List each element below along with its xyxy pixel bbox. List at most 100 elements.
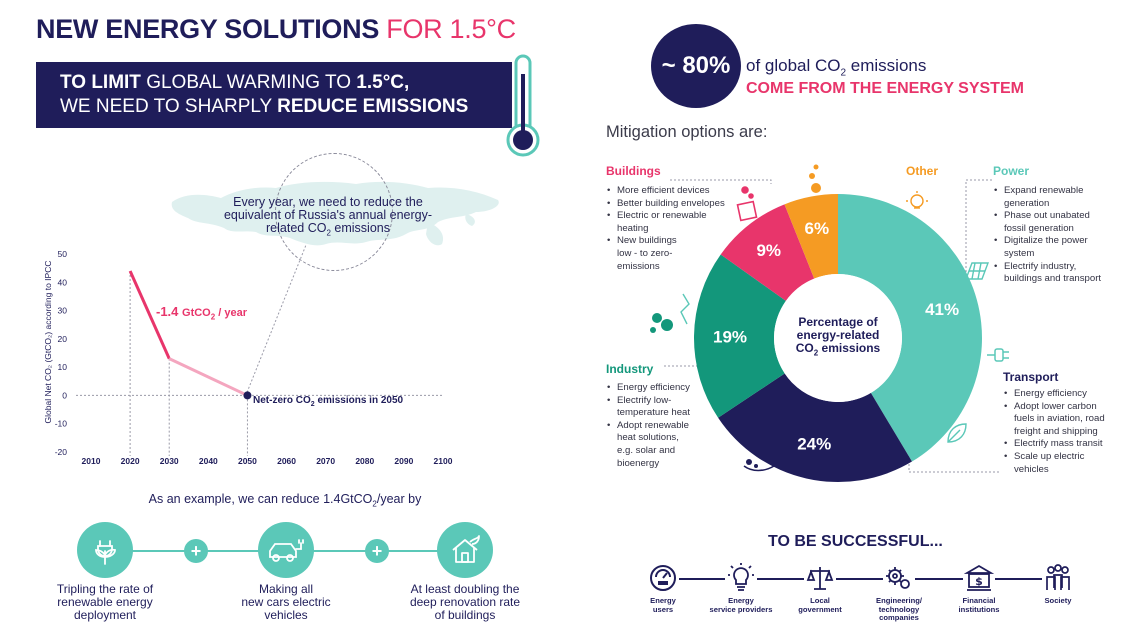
list-item: Electric or renewable <box>606 210 725 223</box>
buildings-title: Buildings <box>606 164 661 178</box>
list-item: Scale up electric <box>1003 451 1105 464</box>
list-item-cont: heating <box>617 222 649 234</box>
banner-text-1: GLOBAL WARMING TO <box>140 72 357 93</box>
thermometer-icon <box>506 54 540 157</box>
list-item-cont: buildings and transport <box>1004 273 1102 285</box>
energy-share-text-b: emissions <box>846 56 927 75</box>
donut-segment-buildings <box>720 204 815 301</box>
renewable-plug-icon <box>77 522 133 578</box>
actor-local-government: Local government <box>778 596 862 614</box>
list-item-cont: fossil generation <box>1004 222 1074 234</box>
x-tick-2100: 2100 <box>434 456 453 466</box>
plus-symbol-1: + <box>190 540 202 561</box>
donut-label-buildings: 9% <box>756 241 781 260</box>
list-item-cont: generation <box>1004 197 1050 209</box>
x-tick-2060: 2060 <box>277 456 296 466</box>
meter-icon <box>647 562 679 594</box>
electric-car-icon <box>258 522 314 578</box>
actor-5-l1: Financial <box>962 596 996 605</box>
center-l2: energy-related <box>796 328 880 342</box>
actor-2-l2: service providers <box>709 604 773 614</box>
list-item-cont: emissions <box>617 260 660 272</box>
energy-share-text-a: of global CO <box>746 56 841 75</box>
buildings-list: More efficient devices Better building e… <box>606 185 725 273</box>
actor-3-l2: government <box>798 604 842 614</box>
industry-block: Industry Energy efficiency Electrify low… <box>606 362 690 470</box>
list-item: Better building envelopes <box>606 198 725 211</box>
emissions-donut-chart: 41% 24% 19% 9% 6% <box>694 194 982 483</box>
energy-share-highlight: COME FROM THE ENERGY SYSTEM <box>746 80 1024 97</box>
buildings-leader-line <box>670 179 772 184</box>
example-caption-1: Tripling the rate of renewable energy de… <box>30 583 180 622</box>
list-item: Energy efficiency <box>606 382 690 395</box>
power-list: Expand renewable generation Phase out un… <box>993 185 1101 286</box>
series-line-2 <box>168 357 249 397</box>
rate-value: -1.4 <box>156 304 183 319</box>
list-item: Electrify industry, <box>993 261 1101 274</box>
callout-line-3: related CO <box>266 221 327 235</box>
callout-leader <box>246 244 307 393</box>
ex2-l3: vehicles <box>264 608 308 622</box>
success-title: TO BE SUCCESSFUL... <box>768 533 943 550</box>
banner-text-2: WE NEED TO SHARPLY <box>60 96 278 117</box>
y-tick-10: 10 <box>58 362 68 372</box>
ex1-l2: renewable energy <box>57 595 153 609</box>
callout-sub: 2 <box>326 228 331 238</box>
house-icon <box>437 522 493 578</box>
donut-label-transport: 24% <box>797 434 831 453</box>
emissions-chart: 2010 2020 2030 2040 2050 2060 2070 2080 2090 2100… <box>43 244 453 466</box>
energy-share-badge: ~ 80% <box>651 24 741 108</box>
transport-leader-line <box>908 452 1001 473</box>
example-text-b: /year by <box>376 492 422 506</box>
power-block: Power Expand renewable generation Phase … <box>993 164 1101 286</box>
success-connector-line <box>662 578 1062 580</box>
x-tick-2070: 2070 <box>316 456 335 466</box>
y-tick-50: 50 <box>58 249 68 259</box>
list-item-cont: fuels in aviation, road <box>1014 413 1105 425</box>
actor-3-l1: Local <box>810 596 830 605</box>
banner-bold-2: 1.5°C, <box>356 72 410 93</box>
plus-icon-1: + <box>184 539 208 563</box>
lightbulb-small-icon <box>906 191 928 209</box>
list-item-cont: e.g. solar and <box>617 444 676 456</box>
actor-society: Society <box>1016 596 1100 606</box>
donut-segment-power <box>838 194 982 462</box>
ex2-l1: Making all <box>258 582 314 596</box>
transport-block: Transport Energy efficiency Adopt lower … <box>1003 370 1105 476</box>
ex1-l3: deployment <box>73 608 137 622</box>
title-main: NEW ENERGY SOLUTIONS <box>36 14 380 44</box>
ex3-l1: At least doubling the <box>410 582 520 596</box>
x-tick-2090: 2090 <box>394 456 413 466</box>
list-item-cont: low - to zero- <box>617 247 673 259</box>
list-item-cont: temperature heat <box>617 407 691 419</box>
center-l3a: CO <box>795 341 814 355</box>
y-tick-40: 40 <box>58 277 68 287</box>
y-tick-20: 20 <box>58 334 68 344</box>
banner-bold-1: TO LIMIT <box>60 72 141 93</box>
actor-financial-institutions: Financial institutions <box>937 596 1021 614</box>
center-l3b: emissions <box>818 341 881 355</box>
actor-4-l3: companies <box>879 613 919 622</box>
ship-icon <box>743 459 775 472</box>
y-tick--10: -10 <box>55 419 68 429</box>
example-caption-2: Making all new cars electric vehicles <box>211 583 361 622</box>
list-item-cont: freight and shipping <box>1014 425 1098 437</box>
title-sub: FOR 1.5°C <box>386 14 516 44</box>
example-text: As an example, we can reduce 1.4GtCO2/ye… <box>0 492 570 509</box>
actor-6-l1: Society <box>1044 596 1072 605</box>
callout-line-1: Every year, we need to reduce the <box>233 195 423 209</box>
y-tick-0: 0 <box>62 390 67 400</box>
donut-label-industry: 19% <box>713 327 747 346</box>
actor-5-l2: institutions <box>958 604 1000 614</box>
donut-segment-industry <box>694 254 786 418</box>
netzero-text-b: emissions in 2050 <box>314 395 404 406</box>
factory-smoke-icon <box>650 293 690 333</box>
x-tick-2050: 2050 <box>238 456 257 466</box>
center-l3-sub: 2 <box>813 348 819 358</box>
donut-segment-transport <box>718 373 912 483</box>
example-text-a: As an example, we can reduce 1.4GtCO <box>148 492 373 506</box>
list-item: New buildings <box>606 235 725 248</box>
headline-banner: TO LIMIT GLOBAL WARMING TO 1.5°C, WE NEE… <box>36 62 512 128</box>
x-tick-2030: 2030 <box>160 456 179 466</box>
series-line-1 <box>128 270 171 360</box>
